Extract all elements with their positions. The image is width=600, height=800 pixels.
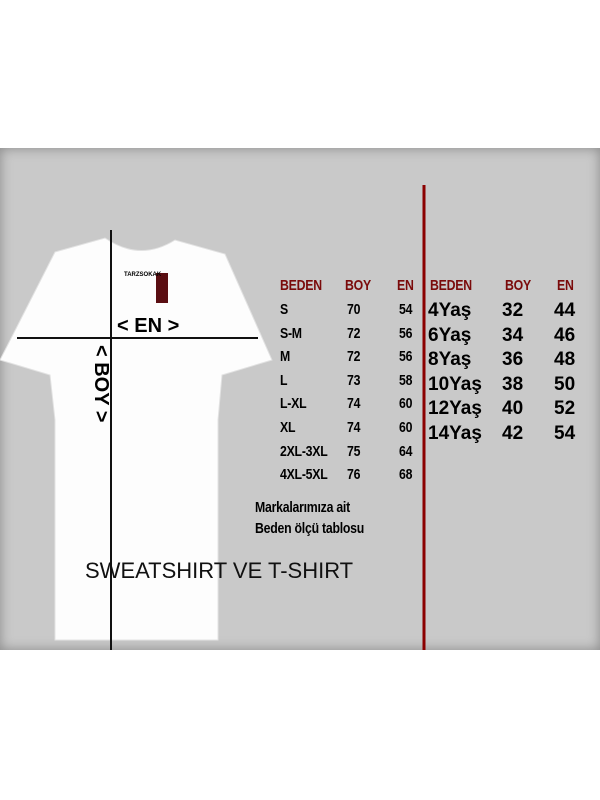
size-value: 76 [347,466,361,484]
size-value: 50 [554,373,576,395]
size-value: 46 [554,324,576,346]
note-line-2: Beden ölçü tablosu [255,520,365,537]
size-value: 73 [347,371,361,389]
size-name: L [280,371,288,389]
size-value: 58 [399,371,413,389]
size-value: 64 [399,442,413,460]
size-value: 60 [399,419,413,436]
size-value: 70 [347,301,361,318]
size-value: 74 [347,395,361,413]
size-value: 72 [347,348,361,366]
size-name: 4XL-5XL [280,466,328,484]
size-name: XL [280,419,296,436]
column-header: BOY [505,277,531,294]
size-value: 44 [554,300,576,321]
size-value: 60 [399,395,413,413]
note-line-1: Markalarımıza ait [255,499,350,516]
size-value: 74 [347,419,361,436]
size-value: 54 [554,422,576,444]
size-value: 56 [399,324,413,342]
tag-brand: TARZSOKAK [124,272,162,278]
size-name: 4Yaş [428,300,472,321]
size-value: 54 [399,301,413,318]
size-name: S-M [280,324,302,342]
width-label: < EN > [117,315,180,337]
size-value: 72 [347,324,361,342]
column-header: BOY [345,277,371,294]
size-value: 56 [399,348,413,366]
length-label: < BOY > [90,345,112,423]
column-header: EN [557,277,574,294]
size-name: S [280,301,288,318]
size-name: 14Yaş [428,422,482,444]
size-value: 68 [399,466,413,484]
size-value: 34 [502,324,524,346]
size-name: L-XL [280,395,307,413]
column-header: EN [397,277,414,294]
shirt-tag-icon [156,273,168,303]
size-value: 48 [554,349,576,370]
size-name: 6Yaş [428,324,472,346]
size-value: 42 [502,422,524,444]
column-header: BEDEN [430,277,472,294]
size-value: 75 [347,442,361,460]
size-value: 36 [502,349,524,370]
column-header: BEDEN [280,277,322,294]
size-value: 38 [502,373,524,395]
size-value: 52 [554,398,576,419]
size-name: M [280,348,291,366]
caption: SWEATSHIRT VE T-SHIRT [85,558,354,583]
size-name: 8Yaş [428,349,472,370]
size-name: 2XL-3XL [280,442,328,460]
size-value: 32 [502,300,524,321]
size-name: 12Yaş [428,398,482,419]
size-value: 40 [502,398,524,419]
size-name: 10Yaş [428,373,482,395]
